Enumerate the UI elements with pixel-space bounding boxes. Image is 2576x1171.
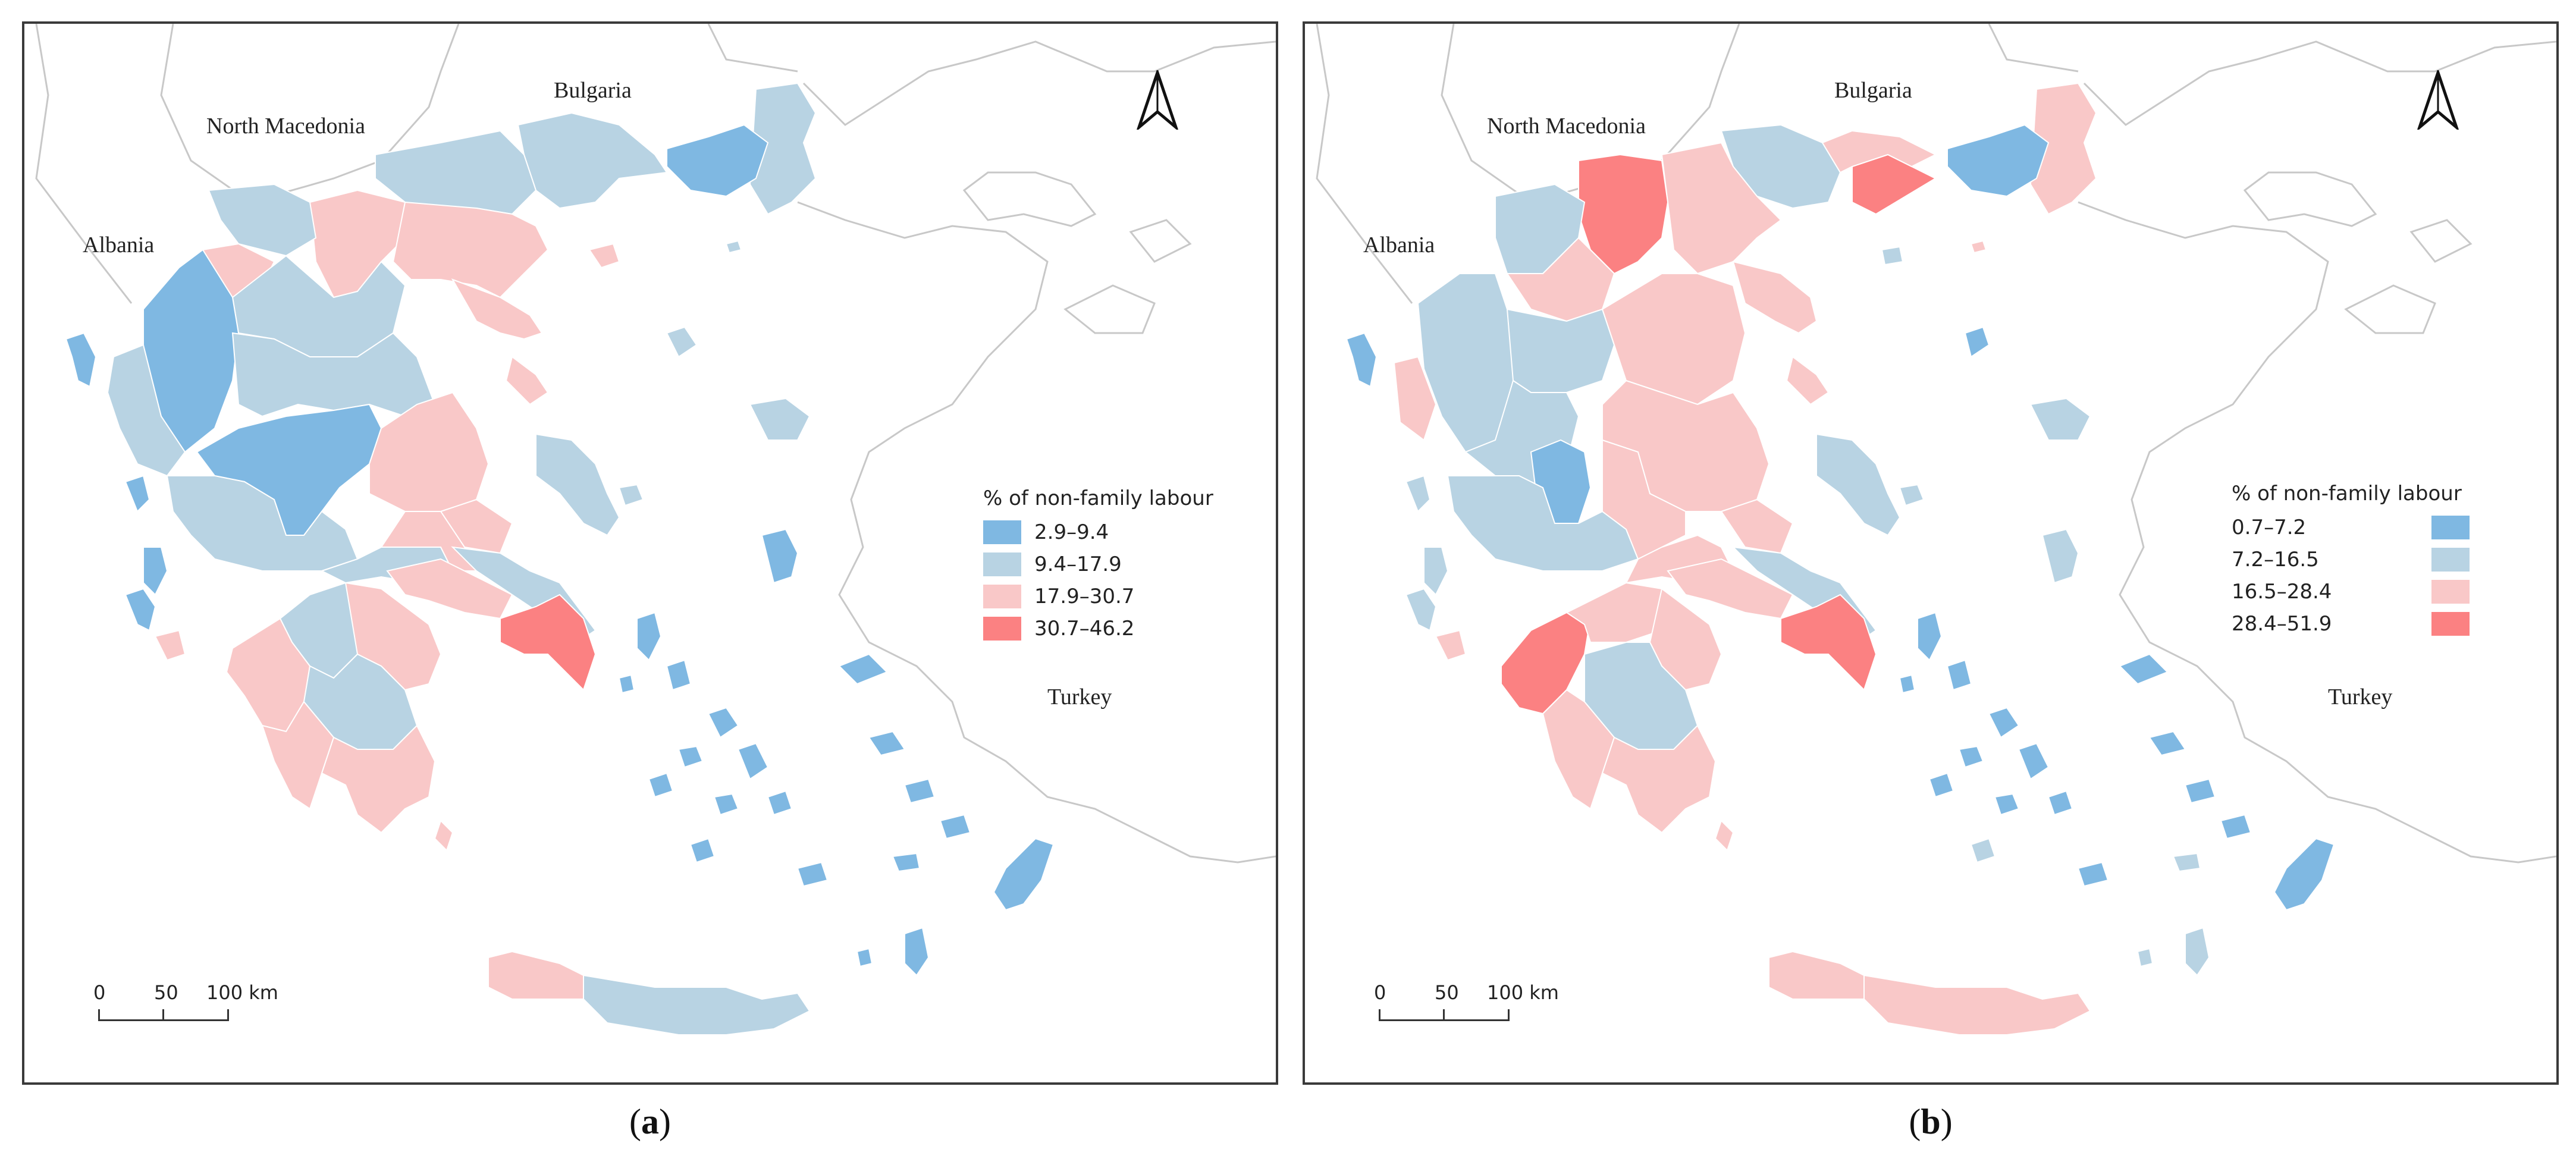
legend-title: % of non-family labour (983, 486, 1213, 510)
scale-bar-a: 0 50 100 km (93, 981, 278, 1021)
legend-swatch (983, 520, 1021, 544)
label-turkey: Turkey (1047, 685, 1112, 709)
label-north-macedonia: North Macedonia (206, 114, 365, 139)
scale-tick-100: 100 km (1487, 981, 1559, 1004)
legend-label: 2.9–9.4 (1034, 520, 1109, 544)
legend-swatch (2431, 580, 2470, 604)
label-bulgaria: Bulgaria (554, 78, 632, 103)
legend-label: 7.2–16.5 (2232, 548, 2319, 572)
caption-b: (b) (1909, 1102, 1953, 1141)
legend-item: 30.7–46.2 (983, 613, 1213, 645)
legend-title: % of non-family labour (2232, 482, 2462, 506)
scale-line (98, 1007, 229, 1021)
legend-swatch (2431, 516, 2470, 539)
legend-a: % of non-family labour 2.9–9.4 9.4–17.9 … (983, 486, 1213, 645)
north-arrow-icon (1137, 70, 1178, 130)
label-albania: Albania (1363, 233, 1435, 258)
legend-item: 28.4–51.9 (2232, 608, 2470, 640)
label-albania: Albania (83, 233, 155, 258)
legend-label: 28.4–51.9 (2232, 612, 2332, 636)
neighbor-borders (35, 24, 1276, 864)
legend-item: 16.5–28.4 (2232, 576, 2470, 608)
scale-tick-0: 0 (1374, 981, 1386, 1004)
prefecture-polygons (65, 82, 1055, 1035)
legend-item: 9.4–17.9 (983, 548, 1213, 580)
legend-swatch (983, 617, 1021, 641)
legend-item: 17.9–30.7 (983, 580, 1213, 613)
legend-swatch (983, 552, 1021, 576)
legend-item: 0.7–7.2 (2232, 511, 2470, 544)
north-arrow-icon (2417, 70, 2459, 130)
legend-swatch (2431, 548, 2470, 572)
scale-line (1379, 1007, 1510, 1021)
legend-label: 9.4–17.9 (1034, 552, 1122, 576)
prefecture-polygons (1345, 82, 2335, 1035)
scale-tick-0: 0 (93, 981, 106, 1004)
map-panel-b: North Macedonia Bulgaria Albania Turkey … (1303, 21, 2559, 1085)
legend-b: % of non-family labour 0.7–7.2 7.2–16.5 … (2232, 482, 2470, 640)
map-panel-a: North Macedonia Bulgaria Albania Turkey … (22, 21, 1278, 1085)
legend-item: 7.2–16.5 (2232, 544, 2470, 576)
scale-bar-b: 0 50 100 km (1374, 981, 1559, 1021)
scale-tick-50: 50 (154, 981, 178, 1004)
scale-tick-50: 50 (1435, 981, 1459, 1004)
legend-swatch (983, 585, 1021, 608)
label-bulgaria: Bulgaria (1834, 78, 1912, 103)
label-north-macedonia: North Macedonia (1487, 114, 1646, 139)
legend-swatch (2431, 612, 2470, 636)
label-turkey: Turkey (2328, 685, 2393, 709)
legend-item: 2.9–9.4 (983, 516, 1213, 548)
caption-a: (a) (629, 1102, 671, 1141)
scale-tick-100: 100 km (206, 981, 278, 1004)
legend-label: 0.7–7.2 (2232, 516, 2307, 539)
map-b (1316, 24, 2556, 1035)
legend-label: 16.5–28.4 (2232, 580, 2332, 604)
map-a (35, 24, 1276, 1035)
legend-label: 17.9–30.7 (1034, 585, 1135, 608)
legend-label: 30.7–46.2 (1034, 617, 1135, 641)
